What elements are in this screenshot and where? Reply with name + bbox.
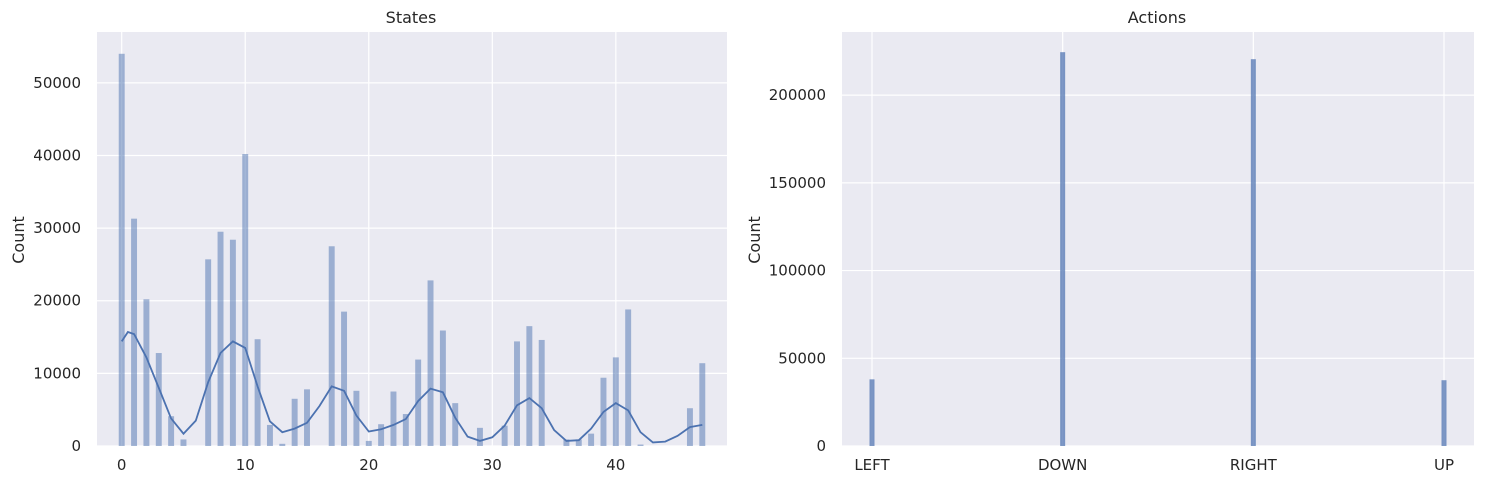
- states-bar: [390, 391, 397, 446]
- states-bar: [612, 357, 619, 446]
- states-x-tick-label: 10: [236, 456, 255, 474]
- states-bar: [266, 424, 273, 446]
- states-bar: [155, 353, 162, 446]
- states-bar: [625, 309, 632, 446]
- actions-x-tick-label: RIGHT: [1230, 456, 1278, 474]
- states-bar: [254, 339, 261, 446]
- actions-x-tick-labels: LEFT DOWN RIGHT UP: [854, 456, 1454, 474]
- actions-y-tick-label: 150000: [769, 174, 826, 192]
- states-y-tick-label: 30000: [33, 219, 81, 237]
- states-bar: [427, 280, 434, 446]
- states-y-tick-label: 20000: [33, 292, 81, 310]
- states-bar: [341, 311, 348, 446]
- actions-x-tick-label: LEFT: [854, 456, 890, 474]
- states-bar: [229, 239, 236, 446]
- states-histogram-panel: 0 10 20 30 40 0 10000 20000 30000 40000 50000 Sta…: [9, 8, 727, 474]
- states-bar: [476, 427, 483, 446]
- states-bar: [118, 53, 125, 446]
- states-y-tick-labels: 0 10000 20000 30000 40000 50000: [33, 74, 81, 455]
- states-bar: [575, 439, 582, 446]
- actions-y-tick-labels: 0 50000 100000 150000 200000: [769, 86, 826, 455]
- actions-y-tick-label: 50000: [778, 349, 826, 367]
- states-bar: [514, 341, 520, 446]
- states-bar: [180, 439, 187, 446]
- states-bar: [699, 363, 706, 446]
- actions-y-tick-label: 200000: [769, 86, 826, 104]
- states-x-tick-label: 0: [117, 456, 127, 474]
- actions-histogram-panel: LEFT DOWN RIGHT UP 0 50000 100000 150000 200000…: [745, 8, 1474, 474]
- states-plot-area: [97, 32, 727, 446]
- actions-bars: [869, 52, 1447, 447]
- actions-y-tick-label: 0: [816, 437, 826, 455]
- states-x-tick-label: 20: [359, 456, 378, 474]
- states-x-tick-label: 40: [606, 456, 625, 474]
- states-x-tick-labels: 0 10 20 30 40: [117, 456, 625, 474]
- states-bar: [205, 259, 212, 446]
- states-bar: [168, 416, 175, 446]
- states-grid: [97, 32, 727, 447]
- states-bar: [353, 390, 360, 446]
- states-title: States: [386, 8, 437, 27]
- actions-y-axis-label: Count: [745, 216, 764, 264]
- states-y-tick-label: 0: [71, 437, 81, 455]
- states-bar: [501, 425, 508, 446]
- states-bar: [402, 414, 409, 446]
- states-bar: [143, 299, 150, 446]
- states-bar: [304, 389, 310, 446]
- states-bar: [526, 326, 533, 446]
- states-bar: [328, 246, 335, 446]
- states-kde-line: [120, 330, 703, 444]
- states-bar: [563, 439, 570, 446]
- states-bar: [452, 403, 459, 446]
- states-bar: [217, 231, 224, 446]
- actions-bar: [869, 379, 875, 446]
- actions-y-tick-label: 100000: [769, 262, 826, 280]
- states-bar: [588, 433, 595, 446]
- states-bar: [439, 330, 446, 446]
- actions-title: Actions: [1128, 8, 1186, 27]
- states-bar: [291, 398, 298, 446]
- states-y-axis-label: Count: [9, 216, 28, 264]
- states-bar: [242, 154, 249, 446]
- states-x-tick-label: 30: [483, 456, 502, 474]
- actions-bar: [1441, 380, 1447, 446]
- states-bar: [365, 440, 372, 446]
- actions-bar: [1060, 52, 1066, 446]
- states-y-tick-label: 40000: [33, 146, 81, 164]
- actions-plot-area: [842, 32, 1474, 446]
- states-y-tick-label: 10000: [33, 364, 81, 382]
- actions-x-tick-label: DOWN: [1038, 456, 1087, 474]
- states-bar: [538, 339, 545, 446]
- states-bar: [131, 218, 138, 446]
- states-bar: [637, 444, 644, 446]
- states-bars: [118, 53, 706, 446]
- states-bar: [279, 443, 286, 446]
- states-bar: [378, 424, 385, 446]
- actions-bar: [1250, 59, 1256, 447]
- states-y-tick-label: 50000: [33, 74, 81, 92]
- actions-x-tick-label: UP: [1434, 456, 1454, 474]
- states-bar: [415, 359, 422, 446]
